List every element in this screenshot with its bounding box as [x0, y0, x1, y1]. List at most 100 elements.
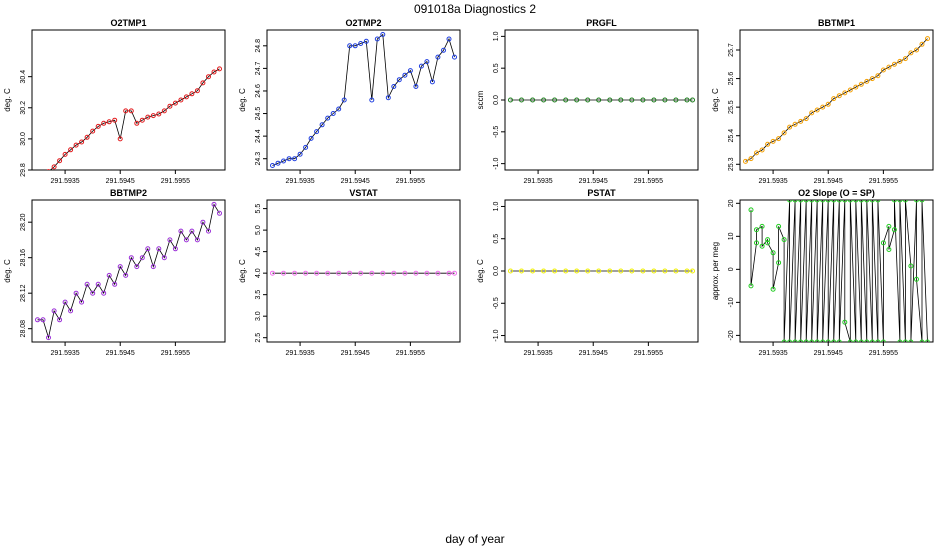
data-point: [897, 58, 903, 64]
y-tick-label: 28.16: [20, 249, 27, 267]
data-point: [814, 107, 820, 113]
data-point: [897, 339, 903, 342]
y-tick-label: -0.5: [493, 297, 500, 309]
x-tick-label: 291.5945: [341, 178, 370, 185]
x-tick-label: 291.5945: [579, 178, 608, 185]
data-point: [831, 339, 837, 342]
data-point: [891, 61, 897, 67]
data-point: [508, 97, 513, 103]
x-tick-label: 291.5955: [161, 350, 190, 357]
data-point: [842, 319, 848, 325]
data-point: [128, 255, 134, 261]
data-point: [803, 116, 809, 122]
data-point: [765, 237, 771, 243]
data-point: [792, 121, 798, 127]
data-point: [842, 90, 848, 96]
data-point: [452, 270, 457, 276]
data-point: [809, 110, 815, 116]
x-tick-label: 291.5945: [814, 178, 843, 185]
data-point: [853, 200, 859, 203]
data-point: [541, 268, 547, 274]
y-tick-label: -0.5: [493, 126, 500, 138]
data-point: [864, 78, 870, 84]
y-tick-label: 5.0: [255, 225, 262, 235]
data-point: [825, 339, 831, 342]
data-point: [84, 281, 90, 287]
data-point: [270, 270, 275, 276]
data-point: [402, 72, 408, 78]
series-o2tmp1-0: [46, 66, 222, 170]
panel-o2tmp2: O2TMP2 deg. C 291.5935 291.5945 291.5955 24.3…: [238, 18, 461, 185]
plot-frame: [31, 199, 226, 343]
data-point: [880, 67, 886, 73]
y-tick-label: 1.0: [493, 201, 500, 211]
data-point: [754, 240, 759, 246]
data-point: [380, 270, 386, 276]
data-point: [46, 169, 51, 170]
data-point: [57, 317, 63, 323]
data-point: [596, 97, 602, 103]
data-point: [585, 268, 591, 274]
data-point: [441, 47, 446, 53]
y-tick-label: 20: [728, 199, 735, 207]
data-point: [886, 64, 892, 70]
data-point: [446, 270, 452, 276]
series-o2slope-0: [748, 200, 930, 342]
series-bbtmp2-0: [35, 201, 222, 341]
data-point: [101, 120, 107, 126]
x-tick-label: 291.5935: [758, 350, 787, 357]
data-point: [541, 97, 547, 103]
data-point: [435, 270, 441, 276]
y-tick-label: 3.5: [255, 290, 262, 300]
data-point: [809, 339, 815, 342]
series-vstat-0: [270, 270, 457, 276]
data-point: [618, 97, 624, 103]
data-point: [156, 111, 162, 117]
x-tick-label: 291.5935: [50, 178, 79, 185]
data-point: [836, 200, 842, 203]
data-point: [853, 84, 859, 90]
data-point: [79, 139, 85, 145]
data-point: [134, 120, 140, 126]
y-tick-label: 1.0: [493, 31, 500, 41]
data-point: [314, 270, 320, 276]
series-bbtmp1-0: [743, 36, 930, 164]
data-point: [452, 54, 457, 60]
data-point: [424, 59, 430, 65]
y-tick-label: 3.0: [255, 311, 262, 321]
data-point: [836, 93, 842, 99]
data-point: [831, 96, 837, 102]
data-point: [73, 290, 79, 296]
data-point: [200, 80, 206, 86]
data-point: [352, 43, 358, 49]
data-point: [150, 264, 156, 270]
data-point: [446, 36, 452, 42]
data-point: [787, 200, 793, 203]
data-point: [908, 50, 914, 56]
data-point: [51, 164, 57, 170]
data-point: [194, 88, 200, 94]
data-point: [858, 81, 864, 87]
data-point: [84, 134, 90, 140]
panel-bbtmp2: BBTMP2 deg. C 291.5935 291.5945 291.5955 28.0…: [3, 188, 226, 357]
y-axis-label: deg. C: [711, 88, 720, 112]
y-tick-label: 25.5: [728, 100, 735, 114]
y-tick-label: 28.20: [20, 213, 27, 231]
data-point: [396, 77, 402, 83]
data-point: [875, 339, 881, 342]
data-point: [336, 106, 342, 112]
data-point: [748, 283, 754, 289]
data-point: [908, 263, 914, 269]
y-tick-label: 24.4: [255, 129, 262, 143]
y-tick-label: 25.6: [728, 72, 735, 86]
y-axis-label: sccm: [476, 90, 485, 109]
data-point: [402, 270, 408, 276]
data-point: [275, 160, 281, 166]
data-point: [380, 32, 386, 37]
y-tick-label: 0.0: [493, 266, 500, 276]
data-point: [330, 111, 336, 116]
panel-title: O2TMP2: [345, 18, 381, 28]
data-point: [206, 228, 211, 234]
data-point: [308, 135, 314, 141]
data-point: [902, 56, 908, 62]
